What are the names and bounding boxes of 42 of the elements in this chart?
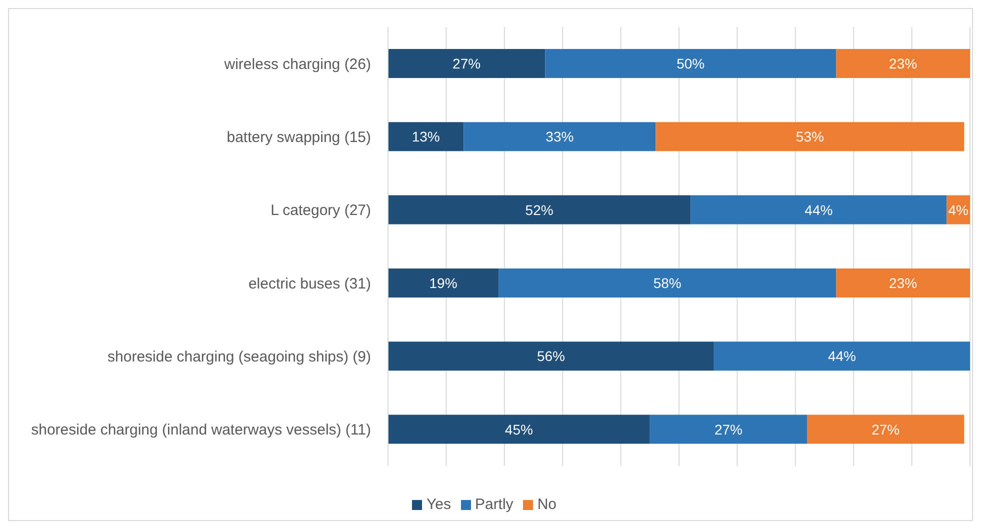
- bar: [388, 414, 650, 444]
- y-tick-label: shoreside charging (seagoing ships) (9): [108, 348, 371, 366]
- data-label: 50%: [676, 55, 705, 72]
- bar: [545, 48, 836, 78]
- y-tick-label: L category (27): [270, 202, 372, 220]
- bar: [464, 122, 656, 152]
- data-label: 23%: [889, 55, 918, 72]
- data-label: 44%: [828, 348, 856, 364]
- bar: [388, 122, 464, 152]
- data-label: 23%: [889, 274, 918, 291]
- data-label: 27%: [872, 421, 900, 438]
- data-label: 13%: [412, 128, 440, 145]
- bar: [388, 268, 499, 298]
- bar: [388, 342, 714, 371]
- bar: [690, 195, 947, 224]
- bar: [650, 414, 808, 444]
- data-label: 58%: [653, 274, 682, 291]
- bar: [836, 268, 970, 298]
- y-tick-label: electric buses (31): [248, 275, 371, 292]
- y-tick-label: shoreside charging (inland waterways vessels) (11): [31, 422, 372, 439]
- legend-label: No: [537, 496, 556, 513]
- data-label: 56%: [536, 348, 565, 364]
- data-label: 44%: [804, 202, 833, 218]
- data-label: 27%: [452, 55, 481, 72]
- data-label: 33%: [546, 128, 574, 145]
- data-label: 19%: [429, 274, 458, 291]
- legend-label: Yes: [426, 496, 451, 513]
- y-tick-label: battery swapping (15): [226, 129, 371, 146]
- data-label: 4%: [948, 202, 968, 218]
- bar: [656, 122, 964, 152]
- data-label: 27%: [714, 421, 742, 438]
- data-label: 52%: [525, 202, 554, 218]
- bar: [498, 268, 836, 298]
- data-label: 45%: [504, 421, 533, 438]
- bar: [836, 48, 970, 78]
- data-label: 53%: [796, 128, 824, 145]
- legend-label: Partly: [474, 496, 514, 513]
- bar: [807, 414, 964, 444]
- bar: [388, 48, 546, 78]
- bar: [714, 342, 970, 371]
- bar: [388, 195, 691, 224]
- y-tick-label: wireless charging (26): [223, 56, 371, 73]
